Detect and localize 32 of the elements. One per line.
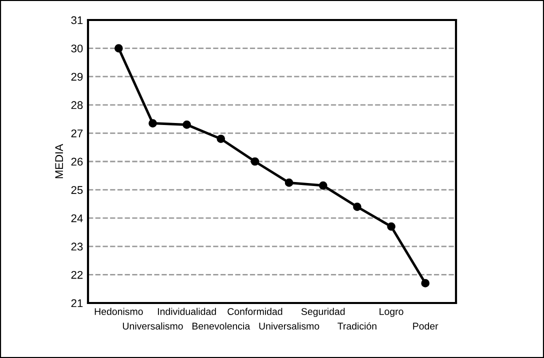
y-tick-label: 29 [71, 72, 83, 81]
point [148, 119, 157, 128]
x-tick-label: Universalismo [259, 322, 320, 330]
point [353, 202, 362, 211]
point [318, 181, 328, 190]
x-tick-label: Hedonismo [94, 308, 143, 315]
point [421, 279, 430, 288]
y-tick-label: 25 [71, 186, 83, 194]
point [387, 222, 396, 231]
x-tick-label: Poder [413, 322, 438, 330]
x-tick-label: Individualidad [158, 308, 216, 315]
y-tick-label: 26 [71, 158, 83, 166]
point [216, 134, 226, 144]
y-tick-label: 30 [71, 44, 83, 52]
y-axis-title: MEDIA [55, 144, 63, 178]
y-tick-label: 28 [71, 101, 83, 110]
y-tick-label: 24 [71, 214, 83, 222]
x-tick-label: Conformidad [228, 308, 282, 315]
point [250, 157, 260, 166]
point [114, 44, 123, 52]
point [182, 120, 191, 129]
x-tick-label: Logro [380, 308, 404, 317]
y-tick-label: 21 [71, 299, 83, 308]
x-tick-label: Tradición [338, 322, 376, 330]
y-tick-label: 22 [71, 270, 83, 279]
y-tick-label: 23 [71, 242, 83, 251]
point [284, 178, 294, 187]
y-tick-label: 31 [71, 16, 83, 24]
x-tick-label: Universalismo [122, 322, 183, 330]
y-tick-label: 27 [71, 129, 83, 138]
x-tick-label: Seguridad [301, 308, 345, 317]
x-tick-label: Benevolencia [192, 322, 250, 330]
